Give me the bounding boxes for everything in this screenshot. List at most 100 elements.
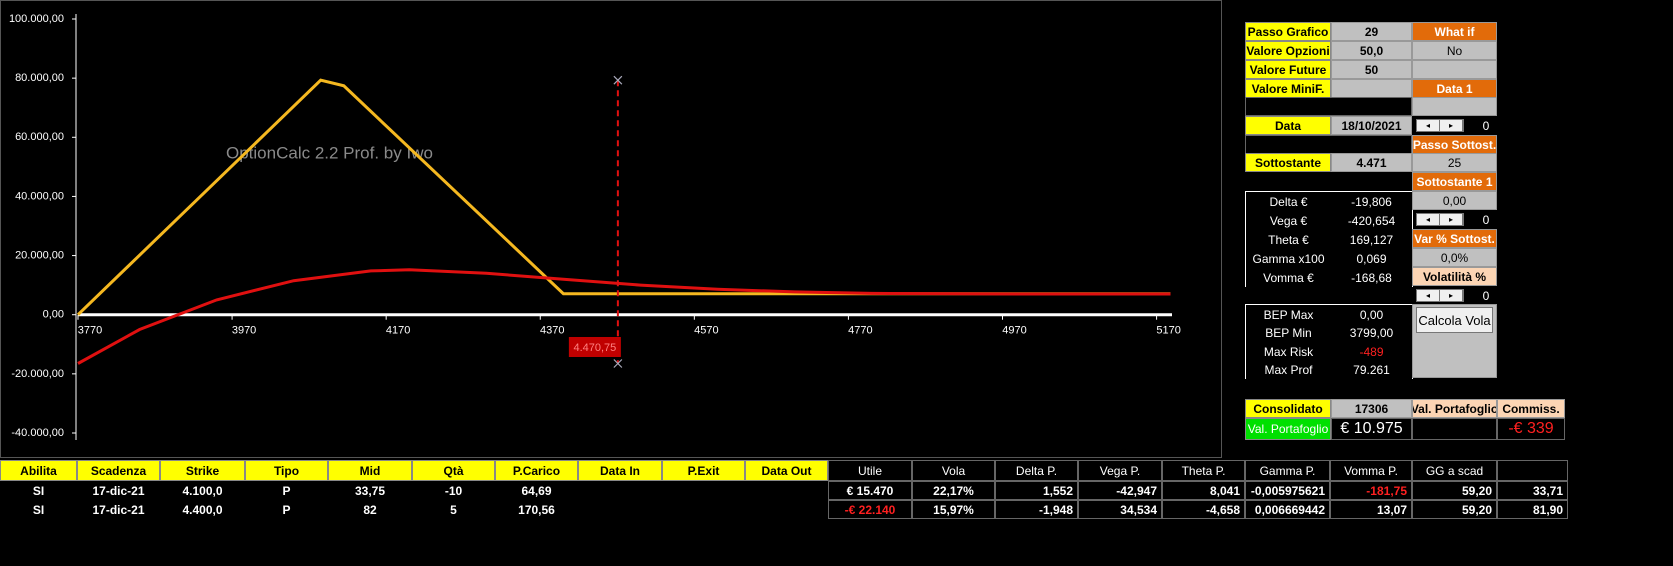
section-header: Data 1 bbox=[1412, 79, 1497, 98]
table-cell: 170,56 bbox=[495, 500, 578, 519]
table-cell bbox=[578, 500, 662, 519]
table-cell bbox=[578, 481, 662, 500]
section-header: Val. Portafoglio bbox=[1412, 399, 1497, 418]
table-header: Vega P. bbox=[1078, 460, 1162, 481]
table-cell: 17-dic-21 bbox=[77, 481, 160, 500]
field-value: 50,0 bbox=[1331, 41, 1412, 60]
x-tick-label: 3770 bbox=[78, 325, 102, 337]
table-header: Utile bbox=[828, 460, 912, 481]
table-header: Qtà bbox=[412, 460, 495, 481]
greek-label: Delta € bbox=[1246, 192, 1331, 211]
field-label: Valore Future bbox=[1245, 60, 1331, 79]
table-header: Data Out bbox=[745, 460, 828, 481]
table-header: Theta P. bbox=[1162, 460, 1245, 481]
table-header: Mid bbox=[328, 460, 412, 481]
empty-cell bbox=[1412, 97, 1497, 116]
field-value: 18/10/2021 bbox=[1331, 116, 1412, 135]
greek-label: Theta € bbox=[1246, 230, 1331, 249]
table-header: P.Exit bbox=[662, 460, 745, 481]
field-value: 29 bbox=[1331, 22, 1412, 41]
greek-label: Vomma € bbox=[1246, 268, 1331, 287]
field-label: Data bbox=[1245, 116, 1331, 135]
field-value: 4.471 bbox=[1331, 153, 1412, 172]
field-value: 17306 bbox=[1331, 399, 1412, 418]
table-cell: 34,534 bbox=[1078, 500, 1162, 519]
table-cell: 1,552 bbox=[995, 481, 1078, 500]
spinner-value: 0 bbox=[1472, 286, 1500, 305]
x-tick-label: 4370 bbox=[540, 325, 564, 337]
x-tick-label: 4570 bbox=[694, 325, 718, 337]
greek-value: -420,654 bbox=[1331, 211, 1412, 230]
table-cell: 4.100,0 bbox=[160, 481, 245, 500]
table-cell: SI bbox=[0, 500, 77, 519]
marker-point bbox=[613, 75, 623, 85]
bep-label: Max Risk bbox=[1246, 342, 1331, 361]
section-header: Passo Sottost. bbox=[1412, 135, 1497, 154]
field-value: 50 bbox=[1331, 60, 1412, 79]
bep-value: -489 bbox=[1331, 342, 1412, 361]
spinner-value: 0 bbox=[1472, 116, 1500, 135]
section-header: Var % Sottost. bbox=[1412, 229, 1497, 248]
spinner[interactable]: ◂ ▸ bbox=[1416, 213, 1464, 226]
field-value: € 10.975 bbox=[1331, 418, 1412, 440]
field-value: 0,00 bbox=[1412, 191, 1497, 210]
y-tick-label: 80.000,00 bbox=[15, 72, 64, 84]
marker-label-bg bbox=[568, 337, 621, 357]
spinner[interactable]: ◂ ▸ bbox=[1416, 119, 1464, 132]
table-cell: SI bbox=[0, 481, 77, 500]
table-cell: 22,17% bbox=[912, 481, 995, 500]
chart: -40.000,00 -20.000,00 0,00 20.000,00 40.000,… bbox=[0, 0, 1222, 458]
section-header: Commiss. bbox=[1497, 399, 1565, 418]
bep-value: 79.261 bbox=[1331, 360, 1412, 380]
table-cell: -1,948 bbox=[995, 500, 1078, 519]
table-cell: P bbox=[245, 481, 328, 500]
field-value: -€ 339 bbox=[1497, 418, 1565, 440]
table-cell: P bbox=[245, 500, 328, 519]
field-label: Valore MiniF. bbox=[1245, 79, 1331, 98]
table-cell: 81,90 bbox=[1497, 500, 1568, 519]
field-value bbox=[1331, 79, 1412, 98]
table-cell: 59,20 bbox=[1412, 481, 1497, 500]
greek-value: -168,68 bbox=[1331, 268, 1412, 287]
bep-label: Max Prof bbox=[1246, 360, 1331, 380]
table-header: GG a scad bbox=[1412, 460, 1497, 481]
field-label: Sottostante bbox=[1245, 153, 1331, 172]
section-header: Volatilità % bbox=[1412, 267, 1497, 286]
table-cell: € 15.470 bbox=[828, 481, 912, 500]
table-cell: -0,005975621 bbox=[1245, 481, 1330, 500]
field-label: Val. Portafoglio bbox=[1245, 418, 1331, 440]
greek-value: 169,127 bbox=[1331, 230, 1412, 249]
table-header: Tipo bbox=[245, 460, 328, 481]
table-header: Vola bbox=[912, 460, 995, 481]
bep-value: 0,00 bbox=[1331, 305, 1412, 324]
table-cell: 5 bbox=[412, 500, 495, 519]
section-header: Sottostante 1 bbox=[1412, 172, 1497, 191]
section-header: What if bbox=[1412, 22, 1497, 41]
spinner[interactable]: ◂ ▸ bbox=[1416, 289, 1464, 302]
table-cell: -10 bbox=[412, 481, 495, 500]
greek-value: 0,069 bbox=[1331, 249, 1412, 268]
greek-label: Gamma x100 bbox=[1246, 249, 1331, 268]
bep-value: 3799,00 bbox=[1331, 323, 1412, 343]
calcola-vola-button[interactable]: Calcola Vola bbox=[1416, 307, 1493, 333]
y-tick-label: 40.000,00 bbox=[15, 190, 64, 202]
table-cell: 8,041 bbox=[1162, 481, 1245, 500]
table-cell: 17-dic-21 bbox=[77, 500, 160, 519]
table-cell bbox=[662, 500, 745, 519]
table-header: Scadenza bbox=[77, 460, 160, 481]
table-header: Gamma P. bbox=[1245, 460, 1330, 481]
field-value: No bbox=[1412, 41, 1497, 60]
x-tick-label: 4170 bbox=[386, 325, 410, 337]
table-cell: 15,97% bbox=[912, 500, 995, 519]
table-header: Abilita bbox=[0, 460, 77, 481]
table-cell: 4.400,0 bbox=[160, 500, 245, 519]
table-cell bbox=[745, 481, 828, 500]
marker-point bbox=[613, 359, 623, 368]
table-cell: -181,75 bbox=[1330, 481, 1412, 500]
x-tick-label: 3970 bbox=[232, 325, 256, 337]
table-cell: 59,20 bbox=[1412, 500, 1497, 519]
table-cell bbox=[745, 500, 828, 519]
x-tick-label: 4770 bbox=[848, 325, 872, 337]
x-tick-label: 5170 bbox=[1156, 325, 1180, 337]
